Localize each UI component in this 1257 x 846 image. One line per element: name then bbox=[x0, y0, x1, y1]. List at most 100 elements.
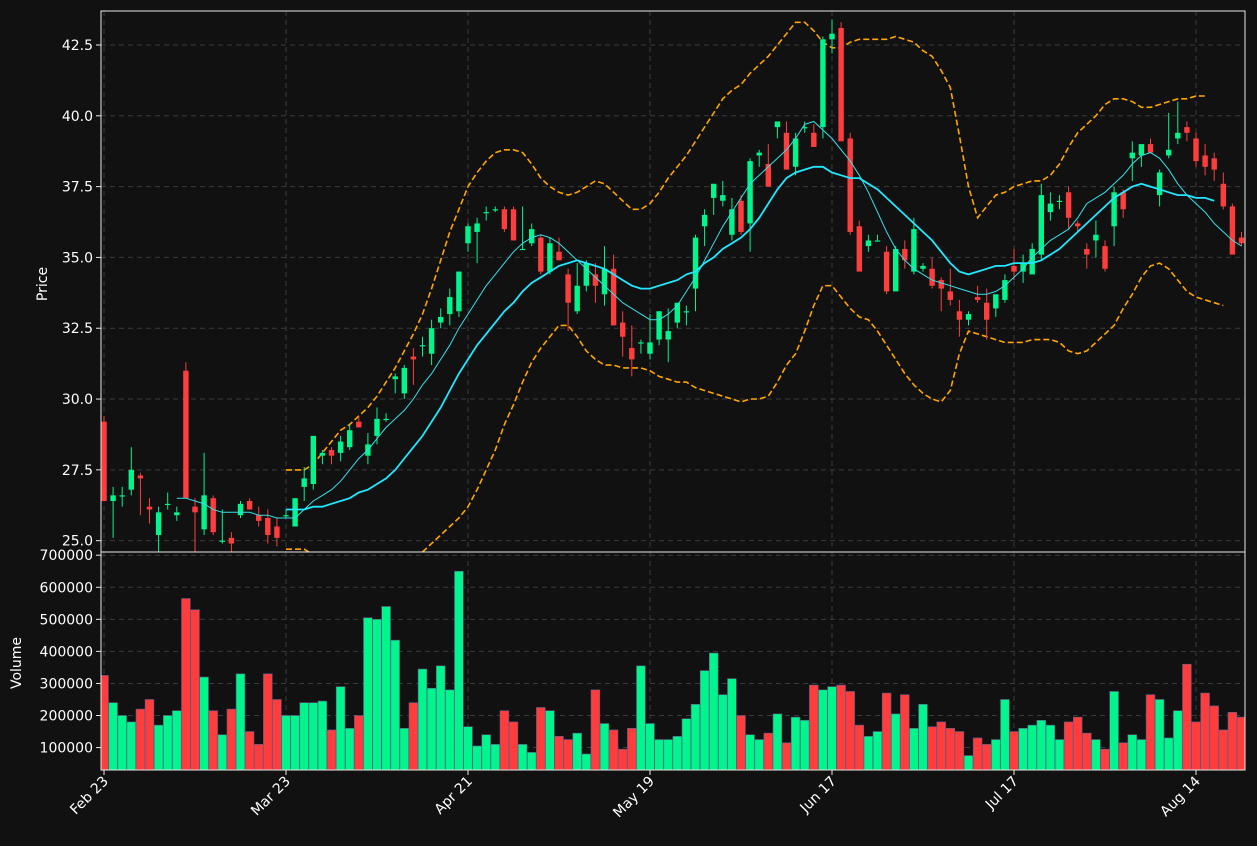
price-grid bbox=[101, 11, 1245, 552]
volume-bar bbox=[900, 694, 910, 770]
candle-body bbox=[210, 498, 216, 533]
candle-body bbox=[374, 418, 380, 436]
candle-body bbox=[274, 526, 280, 538]
candle-body bbox=[474, 223, 480, 232]
volume-bar bbox=[363, 617, 373, 770]
volume-bar bbox=[381, 606, 391, 770]
candle-body bbox=[292, 498, 298, 527]
candle-body bbox=[683, 311, 690, 313]
candle-body bbox=[465, 226, 471, 244]
volume-bar bbox=[654, 739, 664, 770]
volume-bar bbox=[445, 689, 455, 770]
candle-body bbox=[965, 314, 972, 320]
candle-body bbox=[902, 248, 908, 261]
candle-body bbox=[620, 322, 626, 337]
candle-body bbox=[820, 39, 826, 128]
candle-body bbox=[783, 132, 790, 170]
volume-bar bbox=[163, 715, 173, 770]
candle-body bbox=[319, 452, 326, 456]
candle-body bbox=[738, 200, 744, 232]
volume-bar bbox=[126, 721, 137, 770]
volume-bar bbox=[335, 686, 346, 770]
candle-body bbox=[347, 430, 353, 448]
volume-bar bbox=[1000, 699, 1010, 770]
candle-body bbox=[583, 263, 589, 286]
volume-bar bbox=[508, 721, 519, 770]
candle-body bbox=[701, 214, 708, 227]
volume-bar bbox=[299, 702, 309, 770]
candle-body bbox=[265, 518, 271, 536]
volume-bar bbox=[244, 731, 255, 770]
candle-body bbox=[328, 450, 335, 456]
candle-body bbox=[1047, 203, 1054, 213]
candle-body bbox=[720, 195, 726, 201]
candle-body bbox=[993, 294, 999, 309]
price-tick-label: 25.0 bbox=[62, 534, 93, 550]
candle-body bbox=[711, 183, 717, 198]
volume-bar bbox=[981, 744, 992, 770]
volume-y-axis: 100000 200000 300000 400000 500000 600000 7000… bbox=[40, 548, 101, 757]
volume-bar bbox=[681, 718, 692, 770]
volume-bar bbox=[1009, 731, 1019, 770]
volume-bar bbox=[217, 734, 227, 770]
volume-bar bbox=[608, 729, 619, 770]
volume-bar bbox=[854, 724, 865, 770]
candle-body bbox=[847, 138, 853, 232]
volume-bar bbox=[1027, 724, 1037, 770]
volume-bar bbox=[972, 737, 983, 770]
volume-bar bbox=[153, 724, 164, 770]
volume-bar bbox=[1036, 720, 1047, 770]
volume-bar bbox=[663, 739, 673, 770]
candle-body bbox=[656, 311, 662, 340]
volume-bar bbox=[190, 609, 200, 770]
volume-bar bbox=[354, 715, 364, 770]
candle-body bbox=[747, 161, 753, 224]
candle-body bbox=[128, 469, 134, 490]
candle-body bbox=[1038, 195, 1044, 255]
price-tick-label: 35.0 bbox=[62, 250, 93, 266]
candle-body bbox=[1011, 265, 1017, 272]
volume-bar bbox=[581, 753, 592, 770]
volume-bar bbox=[1136, 739, 1147, 770]
volume-bar bbox=[1209, 705, 1219, 770]
candle-body bbox=[1211, 158, 1217, 170]
bollinger-lower-line bbox=[286, 262, 1224, 552]
candle-body bbox=[947, 291, 953, 300]
volume-tick-label: 200000 bbox=[40, 709, 93, 725]
candle-body bbox=[874, 240, 881, 242]
volume-bar bbox=[408, 702, 419, 770]
volume-bar bbox=[463, 726, 473, 770]
candle-body bbox=[565, 274, 571, 303]
price-tick-label: 32.5 bbox=[62, 321, 93, 337]
candle-body bbox=[237, 503, 244, 516]
volume-bar bbox=[435, 665, 446, 770]
candle-body bbox=[155, 512, 162, 536]
price-tick-label: 40.0 bbox=[62, 109, 93, 125]
candle-body bbox=[201, 495, 207, 530]
candlesticks bbox=[101, 19, 1245, 552]
candle-body bbox=[592, 274, 599, 286]
volume-bar bbox=[472, 745, 482, 770]
volume-bar bbox=[1018, 728, 1028, 770]
candle-body bbox=[1166, 149, 1172, 156]
volume-bar bbox=[945, 728, 956, 770]
candle-body bbox=[538, 237, 544, 272]
volume-bar bbox=[326, 729, 337, 770]
volume-bar bbox=[199, 676, 209, 770]
volume-bar bbox=[645, 723, 655, 770]
volume-bar bbox=[281, 715, 291, 770]
candle-body bbox=[1129, 152, 1135, 159]
moving-averages bbox=[176, 120, 1242, 519]
candle-body bbox=[510, 209, 517, 241]
candle-body bbox=[883, 251, 890, 292]
candle-body bbox=[865, 240, 872, 247]
volume-bar bbox=[108, 702, 118, 770]
volume-bar bbox=[317, 700, 328, 770]
candle-body bbox=[1147, 144, 1154, 153]
candle-body bbox=[893, 248, 899, 292]
candle-body bbox=[556, 251, 562, 261]
volume-bar bbox=[927, 726, 937, 770]
candle-body bbox=[101, 421, 107, 502]
candle-body bbox=[137, 475, 144, 479]
volume-tick-label: 300000 bbox=[40, 676, 93, 692]
